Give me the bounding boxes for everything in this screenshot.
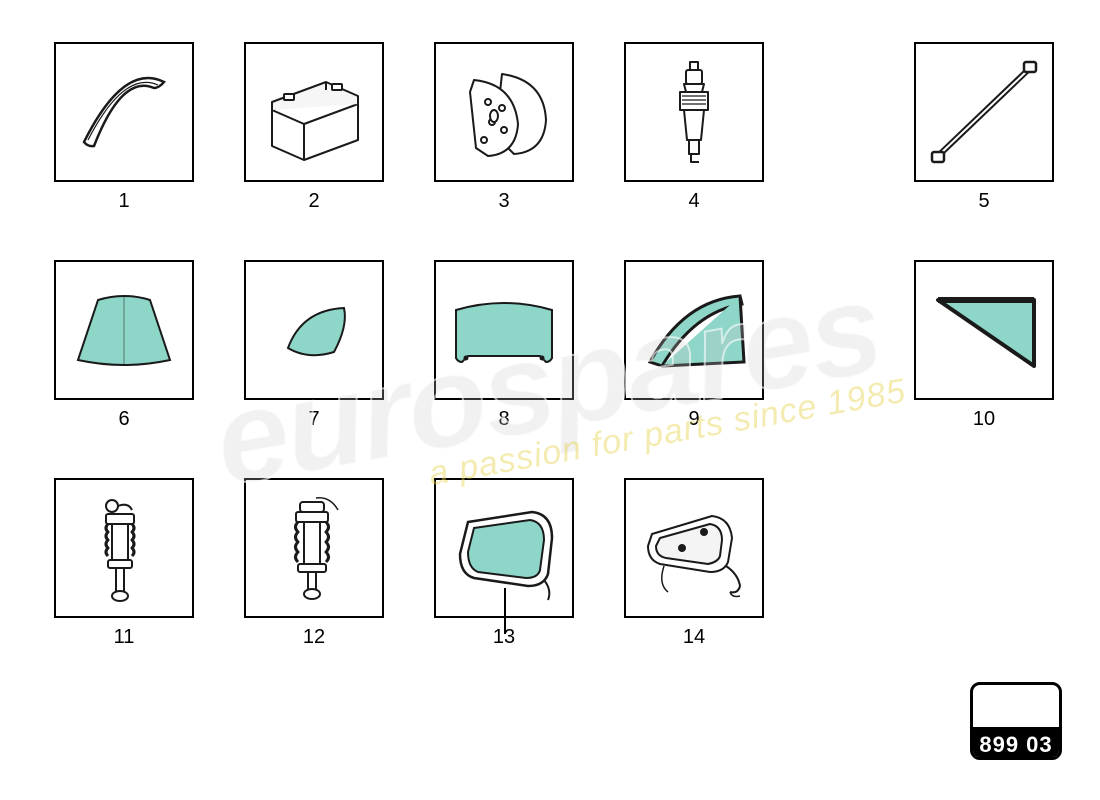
part-cell-3: 3	[434, 42, 574, 213]
part-icon-belt	[64, 52, 184, 172]
part-cell-1: 1	[54, 42, 194, 213]
part-cell-6: 6	[54, 260, 194, 431]
part-number-14: 14	[624, 626, 764, 649]
part-icon-mirror_assy	[634, 488, 754, 608]
part-box-2[interactable]	[244, 42, 384, 182]
part-icon-shock2	[254, 488, 374, 608]
part-number-12: 12	[244, 626, 384, 649]
part-number-2: 2	[244, 190, 384, 213]
part-cell-9: 9	[624, 260, 764, 431]
part-icon-windshield	[64, 270, 184, 390]
part-box-1[interactable]	[54, 42, 194, 182]
pointer-line-13	[504, 588, 506, 634]
part-box-4[interactable]	[624, 42, 764, 182]
part-icon-door_glass	[444, 270, 564, 390]
part-number-6: 6	[54, 408, 194, 431]
part-box-6[interactable]	[54, 260, 194, 400]
part-cell-12: 12	[244, 478, 384, 649]
part-cell-7: 7	[244, 260, 384, 431]
part-icon-quarter_glass2	[924, 270, 1044, 390]
page-code-badge-top	[973, 685, 1059, 727]
part-icon-quarter_glass1	[634, 270, 754, 390]
part-box-11[interactable]	[54, 478, 194, 618]
part-icon-sparkplug	[634, 52, 754, 172]
part-cell-10: 10	[914, 260, 1054, 431]
part-number-3: 3	[434, 190, 574, 213]
part-box-7[interactable]	[244, 260, 384, 400]
part-box-12[interactable]	[244, 478, 384, 618]
part-box-9[interactable]	[624, 260, 764, 400]
part-cell-4: 4	[624, 42, 764, 213]
part-number-1: 1	[54, 190, 194, 213]
part-icon-shock1	[64, 488, 184, 608]
part-cell-8: 8	[434, 260, 574, 431]
part-icon-battery	[254, 52, 374, 172]
part-number-8: 8	[434, 408, 574, 431]
page-code-badge: 899 03	[970, 682, 1062, 760]
part-cell-5: 5	[914, 42, 1054, 213]
parts-grid: 1 2 3	[0, 0, 1100, 800]
part-number-11: 11	[54, 626, 194, 649]
part-number-9: 9	[624, 408, 764, 431]
part-cell-2: 2	[244, 42, 384, 213]
page-code-text: 899 03	[973, 727, 1059, 760]
part-icon-glass_small	[254, 270, 374, 390]
part-number-4: 4	[624, 190, 764, 213]
part-box-3[interactable]	[434, 42, 574, 182]
part-box-10[interactable]	[914, 260, 1054, 400]
part-box-8[interactable]	[434, 260, 574, 400]
part-number-7: 7	[244, 408, 384, 431]
part-number-5: 5	[914, 190, 1054, 213]
part-box-5[interactable]	[914, 42, 1054, 182]
part-cell-14: 14	[624, 478, 764, 649]
part-number-10: 10	[914, 408, 1054, 431]
part-icon-wiper	[924, 52, 1044, 172]
part-icon-brakepads	[444, 52, 564, 172]
part-cell-11: 11	[54, 478, 194, 649]
part-box-14[interactable]	[624, 478, 764, 618]
